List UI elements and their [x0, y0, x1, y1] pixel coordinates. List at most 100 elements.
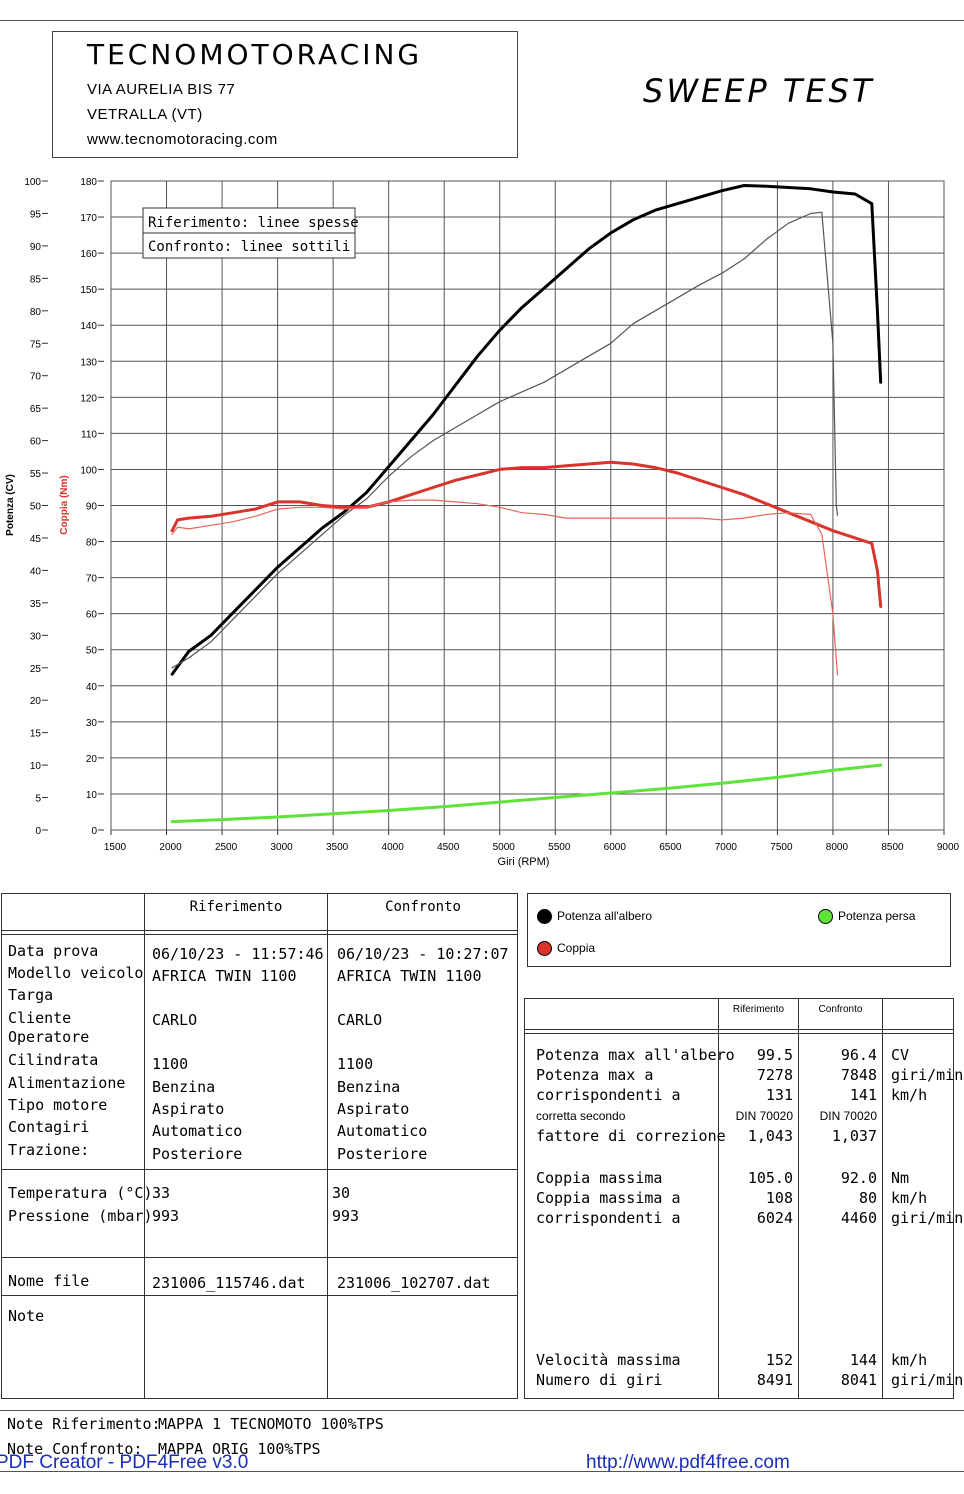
note-cmp-value: MAPPA ORIG 100%TPS — [158, 1440, 321, 1458]
power_max_rpm-ref: 7278 — [756, 1066, 793, 1084]
company-name: TECNOMOTORACING — [87, 38, 423, 71]
pressure-ref: 993 — [152, 1207, 180, 1225]
power_max_speed-unit: km/h — [891, 1086, 928, 1104]
info-ref-9: Posteriore — [152, 1145, 243, 1163]
power-tick-label-16: 80 — [30, 307, 42, 318]
company-website: www.tecnomotoracing.com — [87, 131, 278, 148]
info-label-0: Data prova — [8, 942, 99, 960]
correction_factor-cmp: 1,037 — [831, 1127, 877, 1145]
x-tick-label-12: 7500 — [770, 842, 793, 853]
legend-overlay-ref: Riferimento: linee spesse — [148, 215, 359, 231]
torque_max_speed-label: Coppia massima a — [536, 1189, 681, 1207]
torque-tick-label-17: 170 — [80, 213, 97, 224]
test-title: SWEEP TEST — [643, 72, 875, 110]
info-ref-0: 06/10/23 - 11:57:46 — [152, 945, 324, 963]
legend-overlay-cmp: Confronto: linee sottili — [148, 239, 350, 255]
watermark-left: PDF Creator - PDF4Free v3.0 — [0, 1452, 249, 1473]
watermark-right[interactable]: http://www.pdf4free.com — [586, 1452, 790, 1473]
max_rpm-unit: giri/min — [891, 1371, 964, 1389]
filename-cmp: 231006_102707.dat — [337, 1274, 491, 1292]
torque_max-ref: 105.0 — [747, 1169, 793, 1187]
info-cmp-0: 06/10/23 - 10:27:07 — [337, 945, 509, 963]
power-tick-label-18: 90 — [30, 242, 42, 253]
results-table: Riferimento Confronto Potenza max all'al… — [524, 998, 963, 1399]
x-tick-label-9: 6000 — [604, 842, 627, 853]
info-cmp-6: Benzina — [337, 1078, 401, 1096]
pressure-cmp: 993 — [332, 1207, 360, 1225]
x-tick-label-3: 3000 — [270, 842, 293, 853]
correction_factor-ref: 1,043 — [747, 1127, 793, 1145]
legend-dot-lost-power — [818, 909, 833, 924]
dyno-chart: 1500 2000 2500 3000 3500 4000 4500 5000 5500 6000… — [5, 177, 960, 868]
power-tick-label-10: 50 — [30, 502, 42, 513]
power-tick-label-7: 35 — [30, 599, 42, 610]
torque-axis-label: Coppia (Nm) — [59, 475, 70, 534]
series-line-1 — [171, 211, 839, 669]
power_max-unit: CV — [891, 1046, 910, 1064]
filename-ref: 231006_115746.dat — [152, 1274, 306, 1292]
correction_factor-label: fattore di correzione — [536, 1127, 726, 1145]
max_speed-unit: km/h — [891, 1351, 928, 1369]
legend-box: Potenza all'albero Potenza persa Coppia — [527, 893, 951, 967]
torque-tick-label-16: 160 — [80, 249, 97, 260]
legend-dot-shaft-power — [537, 909, 552, 924]
info-ref-8: Automatico — [152, 1122, 243, 1140]
info-ref-7: Aspirato — [152, 1100, 225, 1118]
series-line-2 — [170, 460, 883, 608]
legend-label-torque: Coppia — [557, 941, 596, 955]
note-label: Note — [8, 1307, 45, 1325]
power-tick-label-2: 10 — [30, 761, 42, 772]
x-tick-label-0: 1500 — [104, 842, 127, 853]
temperature-label: Temperatura (°C) — [8, 1184, 153, 1202]
torque_max_rpm-cmp: 4460 — [840, 1209, 877, 1227]
torque-tick-label-18: 180 — [80, 177, 97, 188]
torque-tick-label-10: 100 — [80, 465, 97, 476]
info-label-9: Trazione: — [8, 1141, 90, 1159]
torque-tick-label-8: 80 — [86, 538, 98, 549]
torque-tick-label-7: 70 — [86, 574, 98, 585]
torque-tick-label-6: 60 — [86, 610, 98, 621]
x-tick-label-2: 2500 — [215, 842, 238, 853]
info-label-4: Operatore — [8, 1028, 90, 1046]
power-tick-label-0: 0 — [35, 826, 41, 837]
power-tick-label-20: 100 — [24, 177, 41, 188]
power-tick-label-19: 95 — [30, 209, 42, 220]
info-cmp-5: 1100 — [337, 1055, 374, 1073]
torque-tick-label-15: 150 — [80, 285, 97, 296]
x-axis-label: Giri (RPM) — [498, 856, 550, 868]
company-box: TECNOMOTORACING VIA AURELIA BIS 77 VETRA… — [52, 31, 518, 158]
x-tick-label-14: 8500 — [881, 842, 904, 853]
info-label-8: Contagiri — [8, 1118, 90, 1136]
note-ref-label: Note Riferimento: — [7, 1415, 161, 1433]
power-tick-label-1: 5 — [35, 794, 41, 805]
x-tick-label-4: 3500 — [326, 842, 349, 853]
power-tick-label-8: 40 — [30, 566, 42, 577]
torque_max_rpm-ref: 6024 — [756, 1209, 793, 1227]
power-tick-label-12: 60 — [30, 437, 42, 448]
info-cmp-9: Posteriore — [337, 1145, 428, 1163]
max_speed-ref: 152 — [765, 1351, 793, 1369]
correction_std-label: corretta secondo — [536, 1109, 626, 1123]
correction_std-ref: DIN 70020 — [735, 1109, 793, 1123]
top-rule — [0, 20, 964, 21]
company-address: VIA AURELIA BIS 77 — [87, 81, 236, 98]
torque_max_rpm-unit: giri/min — [891, 1209, 964, 1227]
power_max_rpm-label: Potenza max a — [536, 1066, 654, 1084]
torque-tick-label-13: 130 — [80, 357, 97, 368]
info-ref-3: CARLO — [152, 1011, 198, 1029]
max_rpm-ref: 8491 — [756, 1371, 793, 1389]
pressure-label: Pressione (mbar) — [8, 1207, 153, 1225]
torque_max-cmp: 92.0 — [840, 1169, 877, 1187]
note-cmp-label: Note Confronto: — [7, 1440, 143, 1458]
power-tick-label-13: 65 — [30, 404, 42, 415]
results-col-ref: Riferimento — [732, 1004, 785, 1015]
power-tick-label-3: 15 — [30, 729, 42, 740]
max_speed-cmp: 144 — [849, 1351, 877, 1369]
power_max_rpm-cmp: 7848 — [840, 1066, 877, 1084]
power_max_speed-label: corrispondenti a — [536, 1086, 681, 1104]
torque_max_rpm-label: corrispondenti a — [536, 1209, 681, 1227]
x-tick-label-13: 8000 — [826, 842, 849, 853]
info-cmp-8: Automatico — [337, 1122, 428, 1140]
torque-tick-label-3: 30 — [86, 718, 98, 729]
info-label-3: Cliente — [8, 1009, 72, 1027]
